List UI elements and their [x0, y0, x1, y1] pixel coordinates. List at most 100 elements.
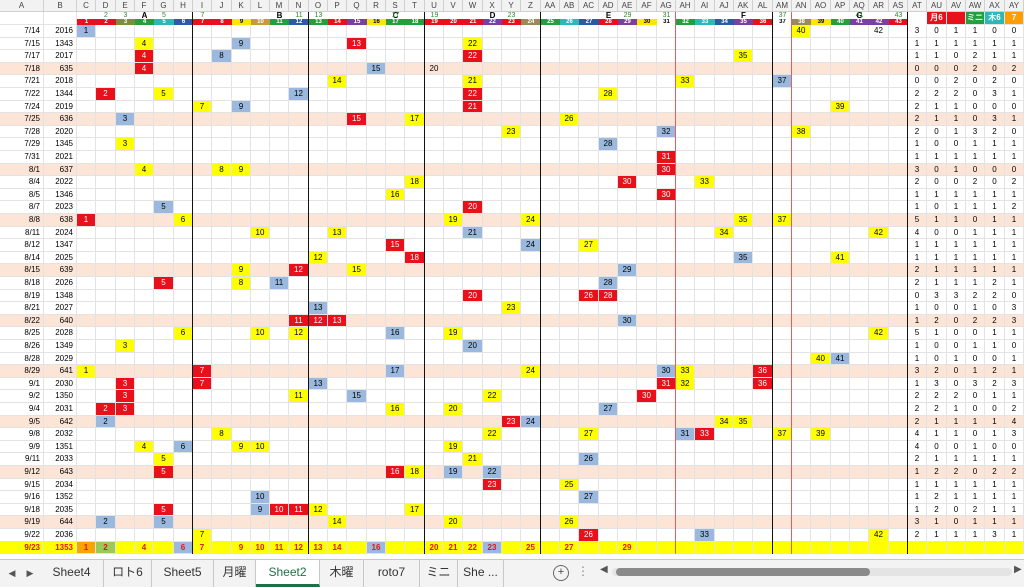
- round-cell[interactable]: 2035: [44, 503, 77, 517]
- grid-cell[interactable]: [328, 289, 347, 303]
- summary-cell[interactable]: 2: [966, 289, 985, 303]
- grid-cell[interactable]: [367, 390, 386, 403]
- number-cell[interactable]: 16: [386, 403, 405, 416]
- summary-cell[interactable]: 3: [985, 113, 1005, 126]
- grid-cell[interactable]: [174, 176, 193, 189]
- grid-cell[interactable]: [425, 125, 444, 139]
- grid-cell[interactable]: [560, 75, 579, 88]
- grid-cell[interactable]: [154, 138, 174, 151]
- grid-cell[interactable]: [425, 352, 444, 366]
- grid-cell[interactable]: [405, 428, 425, 441]
- grid-cell[interactable]: [328, 125, 347, 139]
- summary-cell[interactable]: 0: [985, 403, 1005, 416]
- grid-cell[interactable]: [657, 327, 676, 340]
- summary-cell[interactable]: 0: [947, 314, 966, 328]
- grid-cell[interactable]: [541, 314, 560, 328]
- grid-cell[interactable]: [174, 100, 193, 114]
- grid-cell[interactable]: [715, 62, 734, 76]
- grid-cell[interactable]: [811, 440, 831, 454]
- summary-cell[interactable]: 1: [985, 516, 1005, 529]
- grid-cell[interactable]: [193, 226, 212, 240]
- number-cell[interactable]: 4: [135, 37, 154, 51]
- grid-cell[interactable]: [695, 251, 715, 265]
- grid-cell[interactable]: [96, 377, 116, 391]
- grid-cell[interactable]: [734, 125, 753, 139]
- grid-cell[interactable]: [367, 75, 386, 88]
- grid-cell[interactable]: [425, 390, 444, 403]
- number-cell[interactable]: 33: [695, 529, 715, 542]
- scroll-left-icon[interactable]: ◀: [600, 564, 608, 575]
- grid-cell[interactable]: [753, 516, 773, 529]
- grid-cell[interactable]: [174, 428, 193, 441]
- grid-cell[interactable]: [96, 75, 116, 88]
- grid-cell[interactable]: [328, 415, 347, 429]
- grid-cell[interactable]: [889, 340, 908, 353]
- column-header[interactable]: F: [135, 0, 154, 12]
- grid-cell[interactable]: [618, 125, 637, 139]
- grid-cell[interactable]: [773, 251, 792, 265]
- grid-cell[interactable]: [541, 377, 560, 391]
- summary-cell[interactable]: 1: [1005, 113, 1024, 126]
- grid-cell[interactable]: [328, 25, 347, 38]
- round-cell[interactable]: 1351: [44, 440, 77, 454]
- summary-cell[interactable]: 0: [927, 340, 947, 353]
- grid-cell[interactable]: [637, 251, 657, 265]
- grid-cell[interactable]: [289, 226, 309, 240]
- summary-cell[interactable]: 1: [947, 264, 966, 277]
- summary-cell[interactable]: 1: [985, 214, 1005, 227]
- grid-cell[interactable]: [444, 251, 463, 265]
- number-cell[interactable]: 16: [367, 541, 386, 555]
- grid-cell[interactable]: [309, 88, 328, 101]
- summary-cell[interactable]: 3: [908, 516, 927, 529]
- grid-cell[interactable]: [463, 403, 483, 416]
- grid-cell[interactable]: [174, 340, 193, 353]
- grid-cell[interactable]: [309, 188, 328, 202]
- number-cell[interactable]: 21: [463, 75, 483, 88]
- grid-cell[interactable]: [657, 478, 676, 492]
- grid-cell[interactable]: [135, 453, 154, 466]
- grid-cell[interactable]: [270, 176, 289, 189]
- summary-cell[interactable]: 0: [927, 201, 947, 214]
- grid-cell[interactable]: [154, 352, 174, 366]
- grid-cell[interactable]: [251, 75, 270, 88]
- grid-cell[interactable]: [850, 277, 869, 290]
- grid-cell[interactable]: [502, 100, 521, 114]
- grid-cell[interactable]: [386, 251, 405, 265]
- number-cell[interactable]: 34: [715, 415, 734, 429]
- grid-cell[interactable]: [541, 365, 560, 378]
- grid-cell[interactable]: [792, 289, 811, 303]
- grid-cell[interactable]: [734, 25, 753, 38]
- summary-cell[interactable]: 0: [927, 440, 947, 454]
- grid-cell[interactable]: [521, 340, 541, 353]
- grid-cell[interactable]: [734, 516, 753, 529]
- summary-cell[interactable]: 2: [1005, 403, 1024, 416]
- grid-cell[interactable]: [77, 327, 96, 340]
- grid-cell[interactable]: [270, 453, 289, 466]
- round-cell[interactable]: 2022: [44, 176, 77, 189]
- summary-cell[interactable]: 1: [947, 478, 966, 492]
- grid-cell[interactable]: [541, 491, 560, 504]
- grid-cell[interactable]: [753, 340, 773, 353]
- column-header[interactable]: AI: [695, 0, 715, 12]
- grid-cell[interactable]: [174, 289, 193, 303]
- grid-cell[interactable]: [212, 541, 232, 555]
- grid-cell[interactable]: [367, 415, 386, 429]
- grid-cell[interactable]: [232, 251, 251, 265]
- grid-cell[interactable]: [521, 478, 541, 492]
- number-cell[interactable]: 15: [347, 264, 367, 277]
- grid-cell[interactable]: [77, 314, 96, 328]
- grid-cell[interactable]: [773, 188, 792, 202]
- summary-cell[interactable]: 1: [1005, 503, 1024, 517]
- grid-cell[interactable]: [579, 327, 599, 340]
- grid-cell[interactable]: [174, 239, 193, 252]
- grid-cell[interactable]: [154, 62, 174, 76]
- summary-cell[interactable]: 4: [908, 440, 927, 454]
- grid-cell[interactable]: [637, 453, 657, 466]
- grid-cell[interactable]: [831, 365, 850, 378]
- grid-cell[interactable]: [773, 377, 792, 391]
- grid-cell[interactable]: [174, 201, 193, 214]
- grid-cell[interactable]: [695, 302, 715, 315]
- grid-cell[interactable]: [618, 503, 637, 517]
- grid-cell[interactable]: [889, 415, 908, 429]
- grid-cell[interactable]: [869, 214, 889, 227]
